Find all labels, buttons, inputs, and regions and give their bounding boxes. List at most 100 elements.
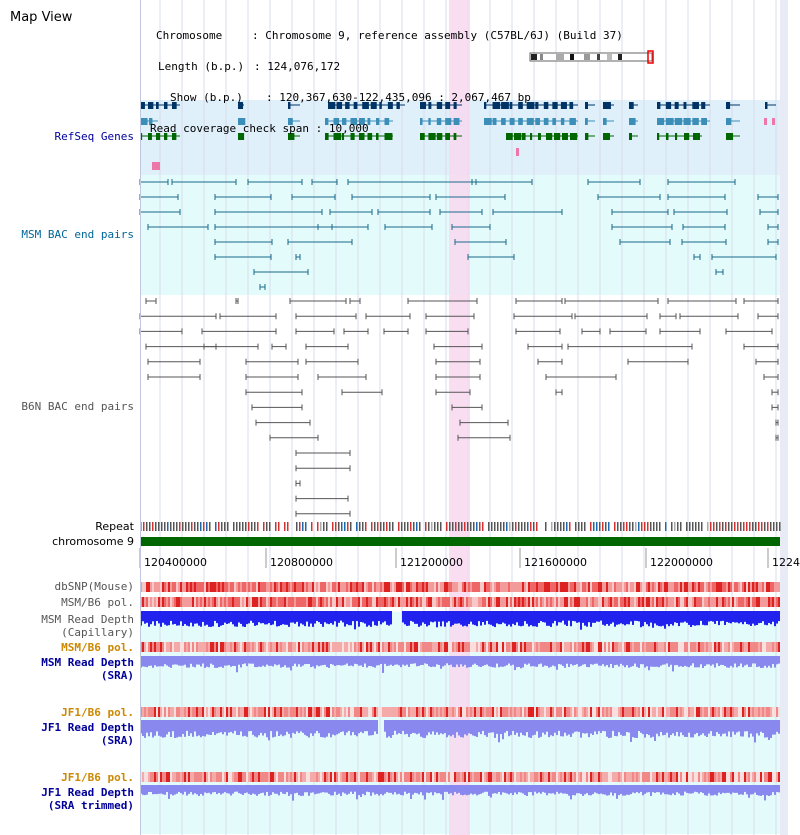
dbsnp-heat bbox=[168, 582, 170, 592]
jf1-depth-trimmed-bar bbox=[358, 785, 360, 796]
msm-b6-pol-heat bbox=[296, 597, 298, 607]
msm-b6-pol-heat-2 bbox=[158, 642, 160, 652]
jf1-depth-sra-bar bbox=[604, 720, 606, 732]
msm-b6-pol-heat bbox=[436, 597, 438, 607]
jf1-depth-sra-bar bbox=[348, 720, 350, 731]
jf1-b6-pol-heat-2 bbox=[636, 772, 638, 782]
gene-row-1-exon bbox=[148, 102, 154, 109]
msm-depth-sra-bar bbox=[622, 656, 624, 666]
jf1-depth-trimmed-bar bbox=[450, 785, 452, 794]
jf1-b6-pol-heat-2 bbox=[774, 772, 776, 782]
msm-depth-sra-bar bbox=[424, 656, 426, 664]
jf1-depth-trimmed-bar bbox=[380, 785, 382, 795]
dbsnp-heat bbox=[204, 582, 206, 592]
msm-depth-capillary-bar bbox=[308, 611, 310, 627]
msm-b6-pol-heat-2 bbox=[530, 642, 532, 652]
dbsnp-heat bbox=[258, 582, 260, 592]
msm-depth-sra-bar bbox=[754, 656, 756, 664]
jf1-depth-sra-bar bbox=[452, 720, 454, 735]
jf1-depth-trimmed-bar bbox=[394, 785, 396, 793]
msm-b6-pol-heat bbox=[634, 597, 636, 607]
jf1-b6-pol-heat bbox=[700, 707, 702, 717]
jf1-depth-trimmed-bar bbox=[726, 785, 728, 793]
msm-depth-sra-bar bbox=[306, 656, 308, 664]
jf1-depth-trimmed-bar bbox=[588, 785, 590, 796]
jf1-b6-pol-heat-2 bbox=[632, 772, 634, 782]
jf1-b6-pol-heat-2 bbox=[210, 772, 212, 782]
jf1-b6-pol-heat-2 bbox=[466, 772, 468, 782]
jf1-depth-sra-bar bbox=[584, 720, 586, 734]
dbsnp-heat bbox=[198, 582, 200, 592]
msm-depth-sra-bar bbox=[464, 656, 466, 665]
msm-b6-pol-heat bbox=[248, 597, 250, 607]
msm-depth-sra-bar bbox=[418, 656, 420, 666]
dbsnp-heat bbox=[378, 582, 380, 592]
dbsnp-heat bbox=[538, 582, 540, 592]
msm-depth-sra-bar bbox=[776, 656, 778, 665]
jf1-b6-pol-heat-2 bbox=[442, 772, 444, 782]
msm-depth-capillary-bar bbox=[468, 611, 470, 625]
msm-b6-pol-heat-2 bbox=[500, 642, 502, 652]
dbsnp-heat bbox=[716, 582, 718, 592]
msm-depth-sra-bar bbox=[694, 656, 696, 668]
msm-b6-pol-heat-2 bbox=[342, 642, 344, 652]
jf1-depth-trimmed-bar bbox=[720, 785, 722, 795]
jf1-b6-pol-heat bbox=[732, 707, 734, 717]
msm-b6-pol-heat-2 bbox=[446, 642, 448, 652]
jf1-depth-sra-bar bbox=[230, 720, 232, 732]
dbsnp-heat bbox=[520, 582, 522, 592]
jf1-depth-trimmed-bar bbox=[420, 785, 422, 793]
jf1-b6-pol-heat bbox=[228, 707, 230, 717]
msm-b6-pol-heat bbox=[224, 597, 226, 607]
msm-b6-pol-heat bbox=[460, 597, 462, 607]
msm-depth-capillary-bar bbox=[346, 611, 348, 625]
gene-row-2-exon bbox=[692, 118, 699, 125]
msm-depth-capillary-bar bbox=[366, 611, 368, 627]
msm-depth-capillary-bar bbox=[520, 611, 522, 627]
msm-b6-pol-heat-2 bbox=[486, 642, 488, 652]
track-label-jf1-depth-trimmed-sub: (SRA trimmed) bbox=[47, 799, 134, 812]
msm-b6-pol-heat-2 bbox=[478, 642, 480, 652]
track-label-refseq[interactable]: RefSeq Genes bbox=[54, 130, 134, 143]
msm-depth-capillary-bar bbox=[646, 611, 648, 625]
msm-b6-pol-heat bbox=[444, 597, 446, 607]
msm-depth-sra-bar bbox=[634, 656, 636, 664]
msm-b6-pol-heat-2 bbox=[560, 642, 562, 652]
dbsnp-heat bbox=[302, 582, 304, 592]
msm-b6-pol-heat bbox=[226, 597, 228, 607]
jf1-depth-sra-bar bbox=[560, 720, 562, 737]
track-label-b6n-bac[interactable]: B6N BAC end pairs bbox=[21, 400, 134, 413]
jf1-depth-trimmed-bar bbox=[196, 785, 198, 795]
msm-b6-pol-heat bbox=[244, 597, 246, 607]
msm-depth-sra-bar bbox=[674, 656, 676, 666]
msm-b6-pol-heat-2 bbox=[172, 642, 174, 652]
dbsnp-heat bbox=[318, 582, 320, 592]
msm-depth-capillary-bar bbox=[298, 611, 300, 627]
msm-b6-pol-heat-2 bbox=[246, 642, 248, 652]
jf1-b6-pol-heat-2 bbox=[162, 772, 164, 782]
msm-depth-capillary-bar bbox=[608, 611, 610, 626]
ideogram-band bbox=[540, 54, 543, 60]
dbsnp-heat bbox=[496, 582, 498, 592]
jf1-b6-pol-heat-2 bbox=[318, 772, 320, 782]
jf1-depth-sra-bar bbox=[276, 720, 278, 732]
jf1-b6-pol-heat bbox=[182, 707, 184, 717]
jf1-depth-trimmed-bar bbox=[206, 785, 208, 794]
repeat-element bbox=[332, 522, 334, 531]
track-label-msm-bac[interactable]: MSM BAC end pairs bbox=[21, 228, 134, 241]
jf1-depth-sra-bar bbox=[656, 720, 658, 734]
msm-depth-sra-bar bbox=[228, 656, 230, 666]
msm-depth-capillary-bar bbox=[358, 611, 360, 627]
dbsnp-heat bbox=[546, 582, 548, 592]
msm-depth-sra-bar bbox=[720, 656, 722, 665]
msm-b6-pol-heat-2 bbox=[678, 642, 680, 652]
gene-row-3-exon bbox=[453, 133, 457, 140]
msm-depth-capillary-bar bbox=[770, 611, 772, 625]
jf1-b6-pol-heat bbox=[500, 707, 502, 717]
dbsnp-heat bbox=[618, 582, 620, 592]
jf1-b6-pol-heat bbox=[238, 707, 240, 717]
jf1-b6-pol-heat-2 bbox=[684, 772, 686, 782]
jf1-b6-pol-heat bbox=[692, 707, 694, 717]
msm-depth-sra-bar bbox=[596, 656, 598, 664]
